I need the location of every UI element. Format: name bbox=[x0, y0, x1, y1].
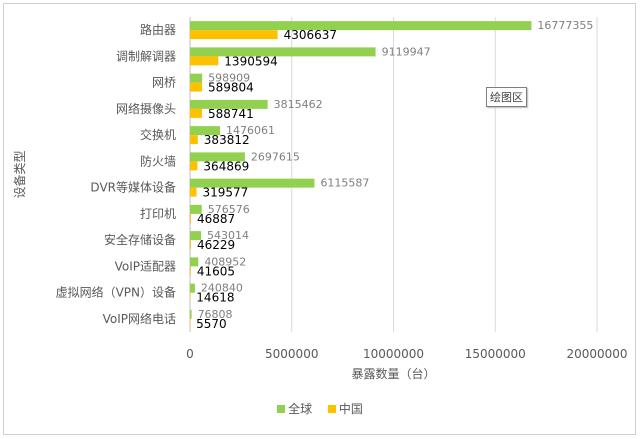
bar-china bbox=[190, 30, 278, 40]
bar-global bbox=[190, 231, 202, 241]
y-axis-title: 设备类型 bbox=[13, 150, 27, 198]
data-label-global: 598909 bbox=[208, 72, 250, 85]
category-label: VoIP适配器 bbox=[115, 259, 176, 273]
data-label-global: 408952 bbox=[204, 255, 246, 268]
x-tick-label: 15000000 bbox=[465, 347, 526, 361]
data-label-china: 364869 bbox=[203, 159, 249, 173]
bar-china bbox=[190, 161, 198, 171]
plot-area-tooltip: 绘图区 bbox=[486, 87, 527, 107]
data-label-china: 46229 bbox=[197, 238, 235, 252]
data-label-china: 14618 bbox=[196, 291, 234, 305]
bar-china bbox=[190, 82, 203, 92]
data-label-china: 4306637 bbox=[284, 28, 337, 42]
bar-china bbox=[190, 56, 219, 66]
legend-label-global: 全球 bbox=[288, 402, 313, 416]
data-label-global: 576576 bbox=[208, 203, 250, 216]
x-tick-label: 5000000 bbox=[265, 347, 318, 361]
data-label-global: 9119947 bbox=[382, 45, 431, 58]
x-tick-label: 20000000 bbox=[566, 347, 627, 361]
legend: 全球 中国 bbox=[0, 400, 640, 417]
data-label-china: 46887 bbox=[197, 212, 235, 226]
category-label: 防火墙 bbox=[140, 153, 176, 168]
bar-global bbox=[190, 21, 532, 31]
legend-swatch-global bbox=[277, 405, 286, 413]
legend-item-china: 中国 bbox=[327, 400, 363, 417]
data-label-global: 2697615 bbox=[251, 150, 300, 163]
bar-global bbox=[190, 204, 202, 214]
category-label: 路由器 bbox=[140, 22, 176, 37]
bar-china bbox=[190, 266, 191, 276]
data-labels: 16777355 4306637 9119947 1390594 59890958980… bbox=[196, 19, 593, 331]
bar-global bbox=[190, 73, 203, 83]
bar-china bbox=[190, 213, 191, 223]
data-label-china: 588741 bbox=[208, 107, 254, 121]
x-axis-title: 暴露数量（台） bbox=[351, 366, 435, 381]
gridlines bbox=[189, 17, 598, 332]
category-label: 虚拟网络（VPN）设备 bbox=[56, 285, 176, 300]
data-label-china: 319577 bbox=[203, 186, 249, 200]
category-label: 网桥 bbox=[152, 76, 176, 90]
x-tick-labels: 0 5000000 10000000 15000000 20000000 bbox=[186, 347, 627, 361]
data-label-global: 16777355 bbox=[537, 19, 593, 32]
bar-china bbox=[190, 135, 198, 145]
bar-global bbox=[190, 126, 221, 136]
data-label-china: 5570 bbox=[196, 317, 227, 331]
data-label-global: 543014 bbox=[207, 229, 249, 242]
bar-china bbox=[190, 318, 191, 328]
bar-global bbox=[190, 178, 315, 188]
data-label-global: 1476061 bbox=[226, 124, 275, 137]
bar-china bbox=[190, 240, 191, 250]
data-label-global: 6115587 bbox=[320, 177, 369, 190]
data-label-china: 589804 bbox=[208, 81, 254, 95]
category-label: 打印机 bbox=[140, 207, 176, 221]
bars bbox=[190, 21, 532, 328]
x-tick-label: 0 bbox=[186, 347, 194, 361]
category-label: 网络摄像头 bbox=[116, 101, 176, 116]
category-label: DVR等媒体设备 bbox=[90, 181, 176, 195]
data-label-global: 76808 bbox=[198, 308, 233, 321]
bar-global bbox=[190, 309, 192, 319]
data-label-global: 240840 bbox=[201, 282, 243, 295]
data-label-china: 1390594 bbox=[224, 54, 277, 68]
category-label: 安全存储设备 bbox=[104, 232, 176, 247]
category-label: 交换机 bbox=[140, 127, 176, 142]
chart-frame bbox=[3, 3, 636, 435]
category-label: 调制解调器 bbox=[116, 49, 176, 63]
data-label-global: 3815462 bbox=[274, 98, 323, 111]
legend-label-china: 中国 bbox=[338, 402, 363, 416]
legend-swatch-china bbox=[327, 405, 336, 413]
bar-china bbox=[190, 187, 197, 197]
bar-global bbox=[190, 47, 376, 57]
bar-global bbox=[190, 257, 199, 267]
bar-global bbox=[190, 283, 195, 293]
bar-china bbox=[190, 292, 191, 302]
category-label: VoIP网络电话 bbox=[103, 311, 176, 326]
data-label-china: 41605 bbox=[197, 264, 235, 278]
x-tick-label: 10000000 bbox=[363, 347, 424, 361]
bar-global bbox=[190, 152, 245, 162]
bar-global bbox=[190, 99, 268, 109]
data-label-china: 383812 bbox=[204, 133, 250, 147]
bar-china bbox=[190, 108, 202, 118]
legend-item-global: 全球 bbox=[277, 400, 312, 417]
